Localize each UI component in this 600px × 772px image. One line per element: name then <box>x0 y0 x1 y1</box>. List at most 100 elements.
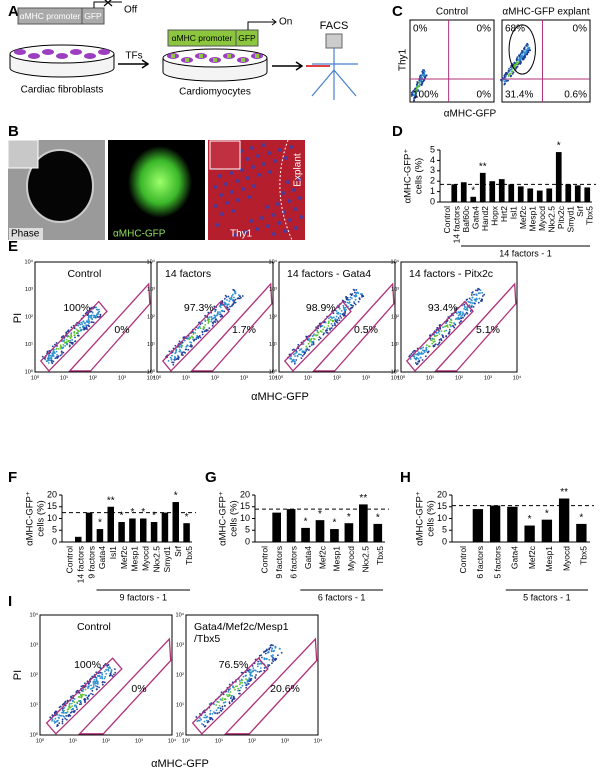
cell-dot <box>75 691 78 693</box>
cell-dot <box>350 297 353 300</box>
x-tick-label: Mef2c <box>317 545 327 569</box>
cell-dot <box>243 681 246 684</box>
cell-dot <box>515 63 518 66</box>
y-tick-label: 10² <box>176 672 184 678</box>
y-tick-label: 2 <box>430 176 435 186</box>
significance: * <box>332 518 336 529</box>
group-label: 14 factors - 1 <box>499 248 552 258</box>
cell-dot <box>110 669 113 671</box>
cell-dot <box>331 317 334 320</box>
cell-dot <box>353 289 356 292</box>
cell-dot <box>332 319 335 322</box>
cell-dot <box>457 314 460 317</box>
cell-dot <box>258 662 261 665</box>
cell-dot <box>519 63 522 65</box>
cell-dot <box>205 719 208 722</box>
cell-dot <box>75 328 78 331</box>
cell-dot <box>77 332 79 335</box>
cell-dot <box>312 337 315 340</box>
cell-dot <box>189 336 192 339</box>
cell-label: Cardiac fibroblasts <box>21 85 104 96</box>
cell-dot <box>272 644 274 647</box>
x-tick-label: 10³ <box>484 375 492 381</box>
cell-dot <box>439 323 441 326</box>
cell-dot <box>297 343 300 346</box>
y-tick-label: 0 <box>442 536 447 546</box>
cell-dot <box>411 91 413 94</box>
nucleus <box>230 190 234 194</box>
cell-dot <box>228 701 231 704</box>
cell-dot <box>203 330 206 333</box>
bar <box>517 186 524 202</box>
cell-dot <box>223 301 226 304</box>
cell-dot <box>322 328 325 331</box>
x-tick-label: 10⁴ <box>391 374 400 381</box>
cell-dot <box>456 312 458 315</box>
cell-dot <box>416 81 419 84</box>
cell-dot <box>239 681 242 684</box>
x-tick-label: Pitx2c <box>556 205 566 229</box>
cell-dot <box>187 337 189 340</box>
cell-dot <box>219 306 222 309</box>
cell-dot <box>53 721 56 724</box>
cell-dot <box>197 327 199 330</box>
image-label: Explant <box>293 153 304 187</box>
x-tick-label: Gata4 <box>97 546 107 569</box>
cell-dot <box>240 679 243 682</box>
cell-dot <box>237 294 240 296</box>
cell-dot <box>295 359 298 361</box>
y-axis-label: cells (%) <box>36 500 47 536</box>
cell <box>14 49 26 55</box>
cell-dot <box>238 295 241 298</box>
axis-label: PI <box>12 313 24 323</box>
significance: * <box>471 185 475 196</box>
cell-dot <box>428 345 431 348</box>
cell-dot <box>415 356 418 359</box>
cell-dot <box>180 353 183 356</box>
cell-dot <box>90 692 92 695</box>
nucleus <box>231 209 235 213</box>
cell-dot <box>449 321 451 324</box>
cell-dot <box>414 95 417 98</box>
cell-dot <box>475 297 478 300</box>
cell-dot <box>274 658 277 661</box>
cell-dot <box>326 327 329 330</box>
cell-dot <box>339 312 342 315</box>
y-tick-label: 0 <box>430 196 435 206</box>
nucleus <box>298 196 302 200</box>
cell-dot <box>50 357 53 360</box>
cell-dot <box>334 318 336 321</box>
cell-dot <box>449 324 452 326</box>
cell-dot <box>51 355 53 358</box>
cell-dot <box>70 695 72 698</box>
cell-dot <box>460 320 463 322</box>
cell-dot <box>272 650 275 653</box>
cell-dot <box>60 336 63 339</box>
x-tick-label: Myocd <box>346 546 356 571</box>
cell-dot <box>211 317 214 320</box>
cell-dot <box>341 313 344 316</box>
cell-dot <box>213 711 215 713</box>
cell-dot <box>410 95 413 97</box>
cell-dot <box>68 344 71 347</box>
x-tick-label: 9 factors <box>274 546 284 579</box>
x-tick-label: 6 factors <box>288 546 298 579</box>
x-tick-label: Srf <box>173 545 183 557</box>
cell-dot <box>435 332 438 334</box>
x-tick-label: Mef2c <box>518 205 528 229</box>
cell-dot <box>208 316 211 319</box>
cell-dot <box>325 329 328 331</box>
cell-dot <box>414 87 417 90</box>
cell-dot <box>211 718 214 721</box>
cell-dot <box>352 304 355 307</box>
cell-dot <box>45 360 48 363</box>
plot-frame <box>39 614 173 736</box>
nucleus <box>241 187 245 191</box>
cell-dot <box>60 347 63 349</box>
cell-dot <box>328 317 330 320</box>
cell-dot <box>232 686 234 689</box>
cell-dot <box>254 669 256 672</box>
cell-dot <box>60 714 63 717</box>
cell-dot <box>414 92 417 95</box>
cell-dot <box>423 349 426 352</box>
